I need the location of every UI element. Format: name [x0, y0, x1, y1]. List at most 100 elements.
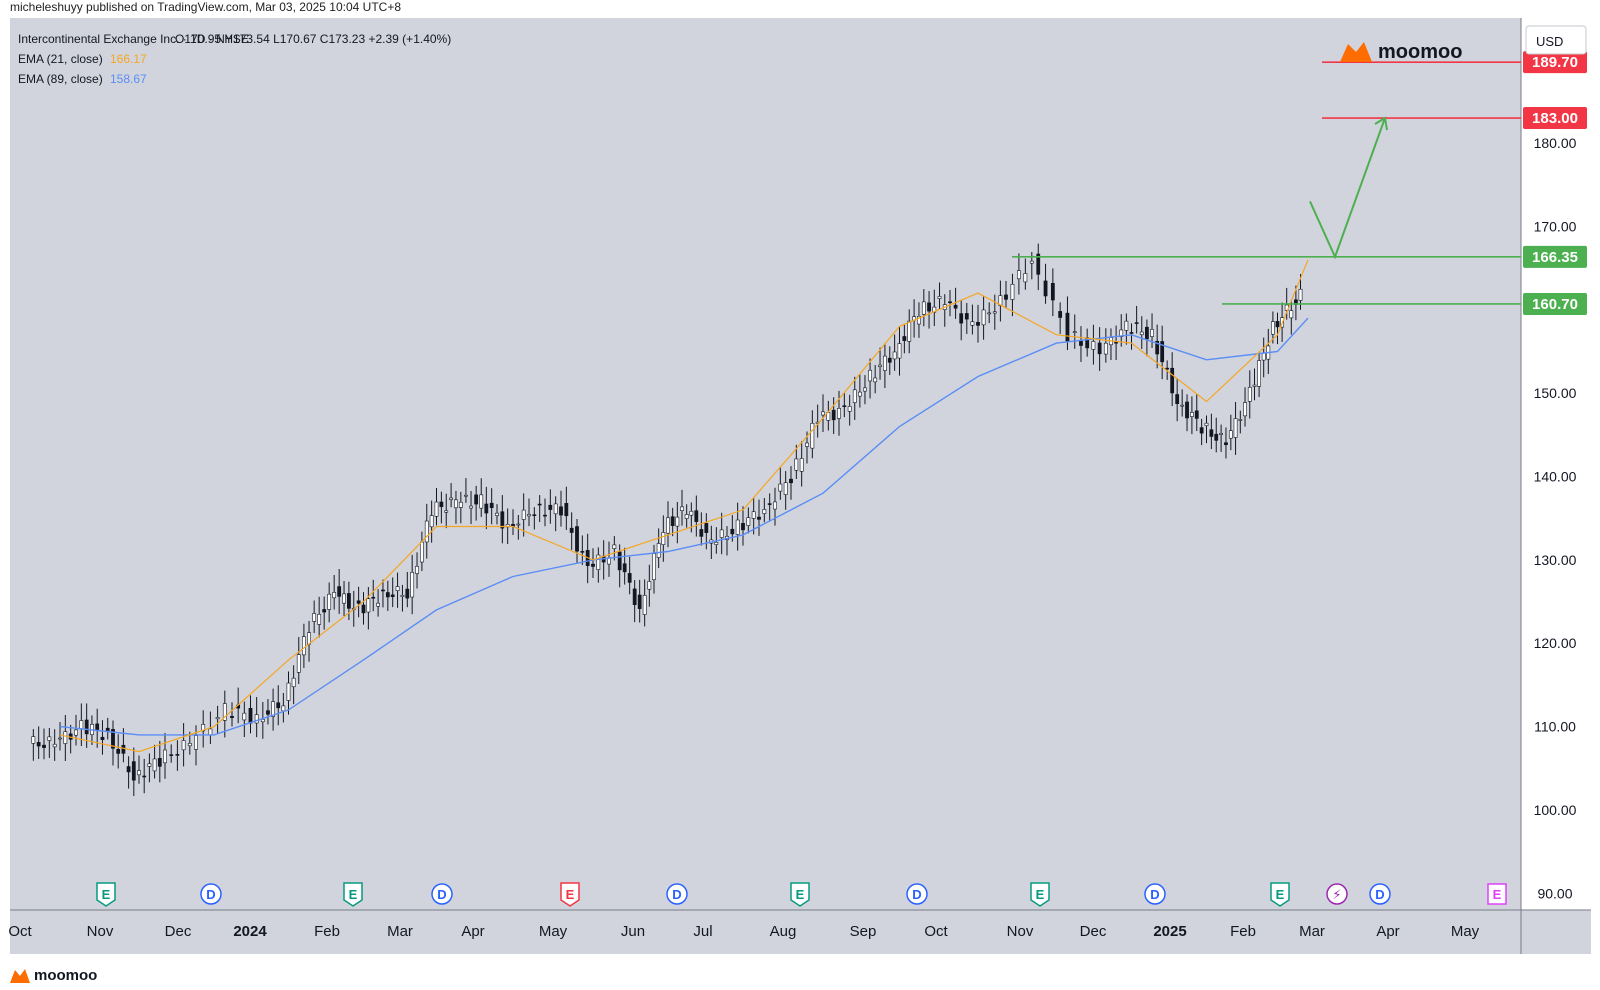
candle-up	[970, 321, 975, 326]
event-marker-shield	[343, 882, 363, 907]
event-marker-label: D	[912, 887, 921, 902]
events-layer: E D E D E D E D E D E ⚡ D E	[96, 882, 1507, 907]
candle-up	[596, 554, 601, 570]
candle-up	[1150, 329, 1154, 337]
legend-ohlc: O170.95 H173.54 L170.67 C173.23 +2.39 (+…	[175, 32, 451, 46]
candle-up	[1180, 404, 1185, 407]
candle-up	[444, 510, 449, 513]
candle-up	[47, 736, 52, 741]
candle-up	[863, 387, 867, 392]
event-marker-label: D	[437, 887, 446, 902]
publisher-line: micheleshuyy published on TradingView.co…	[10, 0, 402, 14]
candle-down	[1134, 322, 1139, 324]
candle-down	[439, 501, 444, 508]
event-marker-circle	[200, 883, 222, 905]
x-tick-label: Oct	[8, 923, 32, 940]
candle-down	[1199, 427, 1204, 434]
candle-up	[1238, 419, 1243, 421]
level-price-tag	[1523, 292, 1587, 315]
candle-up	[917, 315, 921, 325]
candle-up	[1271, 321, 1275, 335]
event-marker-label: E	[1276, 887, 1285, 902]
candle-down	[842, 405, 847, 407]
level-price-label: 189.70	[1532, 54, 1578, 71]
candle-up	[810, 422, 815, 449]
candle-down	[405, 588, 410, 599]
candle-down	[390, 594, 395, 597]
time-axis: Oct Nov Dec 2024 Feb Mar Apr May Jun Jul Aug Sep Oct…	[8, 923, 1479, 940]
candle-down	[831, 409, 836, 421]
candle-up	[187, 743, 192, 747]
candle-down	[175, 754, 180, 756]
candle-up	[1219, 432, 1224, 435]
candle-up	[1091, 341, 1096, 350]
candle-down	[927, 302, 931, 312]
event-marker-shield	[790, 882, 810, 907]
candle-down	[276, 702, 281, 709]
candle-up	[454, 499, 458, 509]
candle-up	[194, 735, 198, 750]
candle-up	[1233, 418, 1238, 438]
x-tick-label: Feb	[314, 923, 340, 940]
candle-up	[458, 501, 463, 508]
footer-brand-text: moomoo	[34, 967, 98, 984]
candle-up	[286, 682, 291, 701]
candle-up	[410, 572, 415, 598]
event-marker-circle	[431, 883, 453, 905]
candle-up	[312, 613, 317, 622]
y-tick-label: 180.00	[1534, 135, 1577, 151]
event-marker-circle	[1369, 883, 1391, 905]
candle-up	[1072, 331, 1077, 333]
candle-down	[111, 729, 115, 749]
event-marker-circle	[1144, 883, 1166, 905]
candle-up	[366, 598, 371, 613]
candle-down	[569, 527, 574, 533]
event-marker-label: D	[1375, 887, 1384, 902]
candle-down	[157, 758, 162, 767]
level-price-label: 166.35	[1532, 249, 1578, 266]
candle-up	[163, 749, 167, 764]
candle-up	[1023, 273, 1028, 283]
x-tick-label: 2024	[233, 923, 267, 940]
candle-down	[100, 736, 105, 740]
candle-up	[612, 544, 617, 549]
candle-up	[63, 731, 68, 744]
candle-down	[381, 589, 385, 592]
candle-down	[95, 723, 100, 731]
currency-box[interactable]	[1525, 25, 1587, 55]
candle-down	[622, 563, 627, 573]
candle-up	[656, 543, 661, 558]
candle-up	[1010, 283, 1015, 300]
time-scale-background	[10, 910, 1591, 954]
ema-21-line	[59, 259, 1309, 753]
candle-down	[1065, 312, 1070, 342]
candle-down	[1224, 442, 1228, 446]
level-price-tag	[1523, 51, 1587, 74]
candle-down	[789, 478, 793, 484]
candle-down	[1209, 429, 1214, 437]
candle-down	[670, 516, 675, 526]
level-price-tag	[1523, 107, 1587, 130]
candle-down	[142, 775, 147, 778]
candle-down	[1155, 340, 1160, 355]
candle-up	[208, 728, 213, 736]
x-tick-label: May	[1451, 923, 1480, 940]
candle-down	[627, 573, 632, 583]
candle-down	[489, 502, 494, 509]
candle-up	[719, 529, 724, 538]
candle-up	[897, 343, 902, 359]
candle-up	[553, 503, 558, 515]
candle-down	[1275, 321, 1280, 328]
candle-down	[1043, 280, 1048, 297]
candle-up	[424, 520, 429, 543]
candle-up	[79, 720, 84, 730]
candle-up	[1204, 422, 1209, 426]
candle-down	[1004, 294, 1008, 300]
candle-down	[699, 529, 704, 537]
legend-ema21-label: EMA (21, close)	[18, 52, 103, 66]
candle-down	[591, 563, 595, 567]
candle-down	[617, 551, 622, 571]
candle-up	[751, 511, 756, 519]
candle-down	[266, 710, 270, 715]
